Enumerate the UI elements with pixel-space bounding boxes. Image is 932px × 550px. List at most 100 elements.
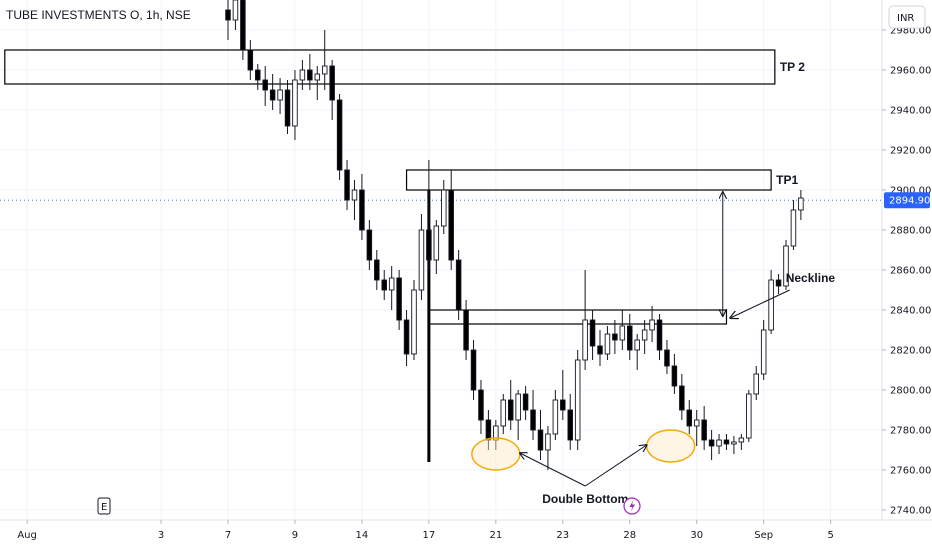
earnings-marker-frame <box>97 497 111 515</box>
neckline-label: Neckline <box>786 271 836 285</box>
candle-body-5 <box>262 79 268 91</box>
candle-body-25 <box>411 289 417 355</box>
candle-body-4 <box>255 69 261 81</box>
candle-body-42 <box>537 429 544 451</box>
candle-body-30 <box>448 189 454 261</box>
tp1-label: TP1 <box>776 173 798 187</box>
candle-body-13 <box>321 65 328 75</box>
x-tick-label-7: 23 <box>556 530 569 541</box>
candle-body-37 <box>500 399 507 427</box>
y-tick-label-6: 2860.00 <box>890 266 931 277</box>
currency-label: INR <box>897 13 914 24</box>
candle-body-3 <box>247 49 254 71</box>
candle-body-34 <box>478 389 484 421</box>
candle-body-53 <box>619 325 626 341</box>
earnings-marker[interactable]: E <box>97 497 111 515</box>
x-tick-label-1: 3 <box>158 530 164 541</box>
double-bottom-arrow-right <box>584 445 646 487</box>
x-tick-label-11: 5 <box>827 530 833 541</box>
y-tick-label-9: 2800.00 <box>890 386 931 397</box>
candle-body-14 <box>329 65 335 101</box>
arrows-layer <box>520 192 790 487</box>
y-tick-label-7: 2840.00 <box>890 306 931 317</box>
y-tick-label-4: 2900.00 <box>890 186 931 197</box>
double-bottom-ellipses <box>471 429 696 471</box>
currency-button-frame <box>888 5 926 29</box>
y-tick-label-0: 2980.00 <box>890 26 931 37</box>
candle-body-59 <box>664 349 670 367</box>
candle-body-75 <box>783 245 789 287</box>
candle-body-19 <box>366 229 373 261</box>
x-tick-label-9: 30 <box>690 530 703 541</box>
candle-body-60 <box>671 365 678 387</box>
candle-body-70 <box>746 393 752 439</box>
candle-body-16 <box>344 169 350 201</box>
candle-body-27 <box>426 229 432 261</box>
candle-body-0 <box>225 9 231 21</box>
candle-body-28 <box>433 225 440 261</box>
currency-button[interactable]: INR <box>888 5 926 29</box>
candle-body-49 <box>589 319 596 347</box>
candle-body-77 <box>798 197 804 211</box>
candle-body-41 <box>530 409 536 431</box>
candle-body-44 <box>552 399 559 435</box>
candle-body-18 <box>359 189 365 231</box>
candle-body-46 <box>567 409 573 441</box>
candle-body-15 <box>336 99 343 171</box>
x-tick-label-0: Aug <box>17 530 37 541</box>
candle-body-38 <box>507 399 514 421</box>
neckline-arrow <box>730 289 790 318</box>
x-tick-label-3: 9 <box>292 530 298 541</box>
candle-body-11 <box>307 69 313 81</box>
x-tick-label-6: 21 <box>489 530 502 541</box>
candle-body-12 <box>314 73 321 81</box>
x-tick-label-2: 7 <box>225 530 231 541</box>
candle-body-45 <box>560 399 566 411</box>
candle-body-58 <box>656 319 663 351</box>
candle-body-2 <box>240 0 246 51</box>
candle-body-76 <box>790 209 797 247</box>
candle-body-21 <box>381 279 387 291</box>
candle-body-54 <box>627 325 633 351</box>
double-bottom-ellipse-1 <box>645 429 696 463</box>
lightning-marker[interactable] <box>623 497 641 515</box>
candle-body-22 <box>388 277 395 291</box>
candle-body-56 <box>641 329 648 341</box>
double-bottom-label: Double Bottom <box>542 492 628 506</box>
candle-body-35 <box>485 419 492 441</box>
last-price-badge-box <box>884 192 930 209</box>
x-axis-ticks: Aug 3 7 9 14 17 21 23 28 30 Sep 5 <box>17 520 834 541</box>
candle-body-1 <box>232 0 239 21</box>
candle-body-36 <box>493 425 499 441</box>
chart-title: TUBE INVESTMENTS O, 1h, NSE <box>6 8 191 22</box>
candle-body-66 <box>716 439 722 447</box>
y-tick-label-12: 2740.00 <box>890 506 931 517</box>
candle-body-8 <box>284 89 291 127</box>
candle-body-7 <box>277 89 283 101</box>
candle-body-39 <box>515 393 521 421</box>
candle-body-74 <box>775 279 782 287</box>
candle-body-63 <box>693 419 700 427</box>
candle-body-40 <box>522 393 529 411</box>
candle-body-50 <box>597 345 603 355</box>
candle-body-32 <box>463 309 469 351</box>
y-tick-label-5: 2880.00 <box>890 226 931 237</box>
x-tick-label-5: 17 <box>423 530 436 541</box>
x-tick-label-10: Sep <box>754 530 773 541</box>
candle-body-51 <box>604 333 611 355</box>
candle-body-33 <box>470 349 477 391</box>
candle-body-29 <box>441 189 447 227</box>
y-tick-label-3: 2920.00 <box>890 146 931 157</box>
candle-body-72 <box>760 329 767 375</box>
candle-body-20 <box>374 259 380 281</box>
lightning-icon <box>629 500 635 512</box>
candle-body-64 <box>701 419 707 441</box>
y-axis-ticks: 2980.00 2960.00 2940.00 2920.00 2900.00 2880.… <box>882 26 931 517</box>
candle-body-43 <box>545 433 551 451</box>
y-tick-label-1: 2960.00 <box>890 66 931 77</box>
candle-body-73 <box>768 279 774 331</box>
last-price-label: 2894.90 <box>889 196 930 207</box>
y-tick-label-8: 2820.00 <box>890 346 931 357</box>
candle-body-47 <box>574 359 581 441</box>
